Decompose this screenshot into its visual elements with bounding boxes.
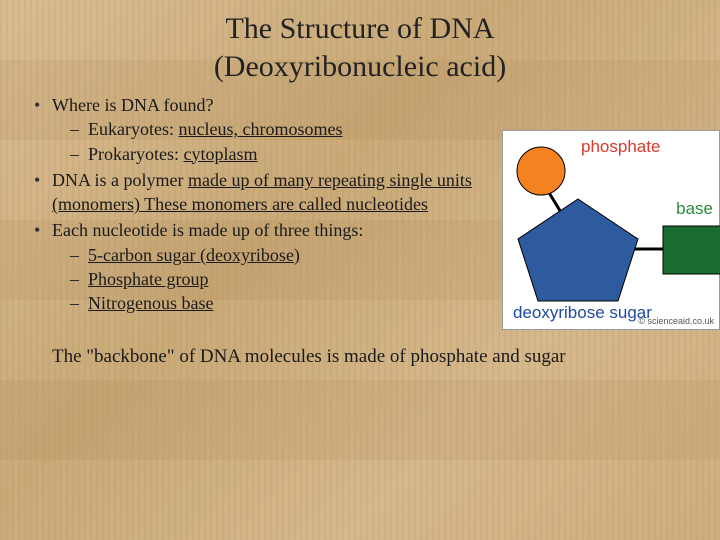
nucleotide-diagram: phosphate base deoxyribose sugar © scien… [502, 130, 720, 330]
diagram-svg [503, 131, 720, 331]
sugar-label: deoxyribose sugar [513, 303, 652, 323]
backbone-note: The "backbone" of DNA molecules is made … [30, 344, 690, 370]
bullet-1-text: Where is DNA found? [52, 95, 213, 115]
base-shape [663, 226, 720, 274]
phosphate-shape [517, 147, 565, 195]
base-label: base [676, 199, 713, 219]
b1s2-underline: cytoplasm [183, 144, 257, 164]
bullet-2: DNA is a polymer made up of many repeati… [30, 168, 510, 217]
phosphate-label: phosphate [581, 137, 660, 157]
b3s2-text: Phosphate group [88, 269, 209, 289]
b1s2-prefix: Prokaryotes: [88, 144, 183, 164]
b2-prefix: DNA is a polymer [52, 170, 188, 190]
b3s1-text: 5-carbon sugar (deoxyribose) [88, 245, 300, 265]
sugar-shape [518, 199, 638, 301]
b1s1-underline: nucleus, chromosomes [178, 119, 342, 139]
b3s3-text: Nitrogenous base [88, 293, 213, 313]
title-line-1: The Structure of DNA [225, 12, 494, 45]
title-line-2: (Deoxyribonucleic acid) [214, 50, 506, 83]
slide-title: The Structure of DNA (Deoxyribonucleic a… [0, 0, 720, 85]
bullet-3-text: Each nucleotide is made up of three thin… [52, 220, 363, 240]
b1s1-prefix: Eukaryotes: [88, 119, 178, 139]
diagram-credit: © scienceaid.co.uk [638, 316, 714, 326]
